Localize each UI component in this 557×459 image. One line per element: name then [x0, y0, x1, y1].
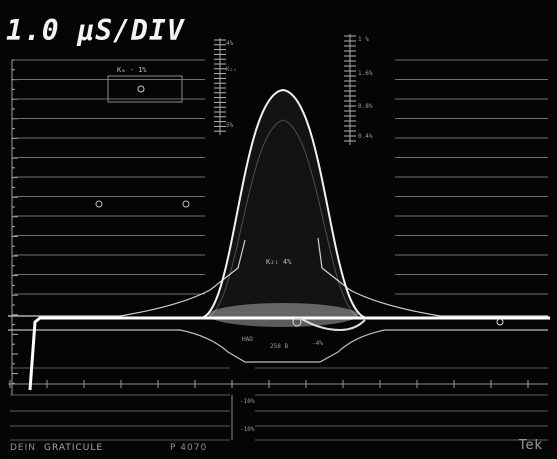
- center-scale-ticks: [214, 39, 226, 132]
- status-graticule: GRATICULE: [44, 443, 104, 453]
- pulse-label-258: 258 B: [270, 343, 289, 350]
- bottom-marker-1: -10%: [240, 426, 255, 433]
- sine-squared-pulse: [199, 88, 369, 319]
- pulse-label-neg: -4%: [312, 340, 323, 347]
- center-marker-top: 4%: [226, 40, 234, 47]
- left-scale-ticks: [12, 59, 18, 384]
- right-scale-ticks: [344, 35, 356, 142]
- k-factor-dot: [137, 85, 145, 93]
- video-baseline-trace: [28, 316, 550, 391]
- right-marker-3: 0.4%: [358, 133, 373, 140]
- marker-dot-right: [182, 200, 190, 208]
- status-mode: DEIN: [10, 443, 37, 453]
- graticule-lines-bottom: [10, 367, 548, 441]
- center-marker-bottom: 5%: [226, 122, 234, 129]
- status-graticule-name: P 4070: [170, 443, 208, 453]
- pulse-envelope-upper-right: [317, 237, 548, 317]
- ringing-trace: [299, 317, 366, 332]
- baseline-marker: [292, 317, 302, 327]
- bottom-marker-0: -10%: [240, 398, 255, 405]
- right-marker-0: 1 %: [358, 36, 369, 43]
- pulse-envelope-upper-left: [8, 239, 246, 317]
- right-marker-2: 0.8%: [358, 103, 373, 110]
- tek-logo-label: Tek: [518, 438, 543, 453]
- center-marker-mid: K₂ₜ: [226, 66, 237, 73]
- right-marker-1: 1.6%: [358, 70, 373, 77]
- pulse-base-glow: [208, 303, 358, 327]
- marker-dot-left: [95, 200, 103, 208]
- pulse-envelope-lower: [8, 329, 548, 363]
- k-factor-box: [107, 75, 183, 103]
- pulse-label: K₂ₜ 4%: [266, 258, 292, 266]
- pulse-inner-trace: [204, 119, 363, 319]
- graticule-lines-right: [395, 59, 548, 295]
- timebase-readout: 1.0 µS/DIV: [6, 14, 185, 47]
- pulse-label-had: HAD: [242, 336, 253, 343]
- k-factor-label: Kₘ - 1%: [117, 66, 147, 74]
- bottom-axis-ticks: [9, 380, 529, 388]
- graticule-lines-left: [14, 59, 205, 295]
- baseline-marker-right: [496, 318, 504, 326]
